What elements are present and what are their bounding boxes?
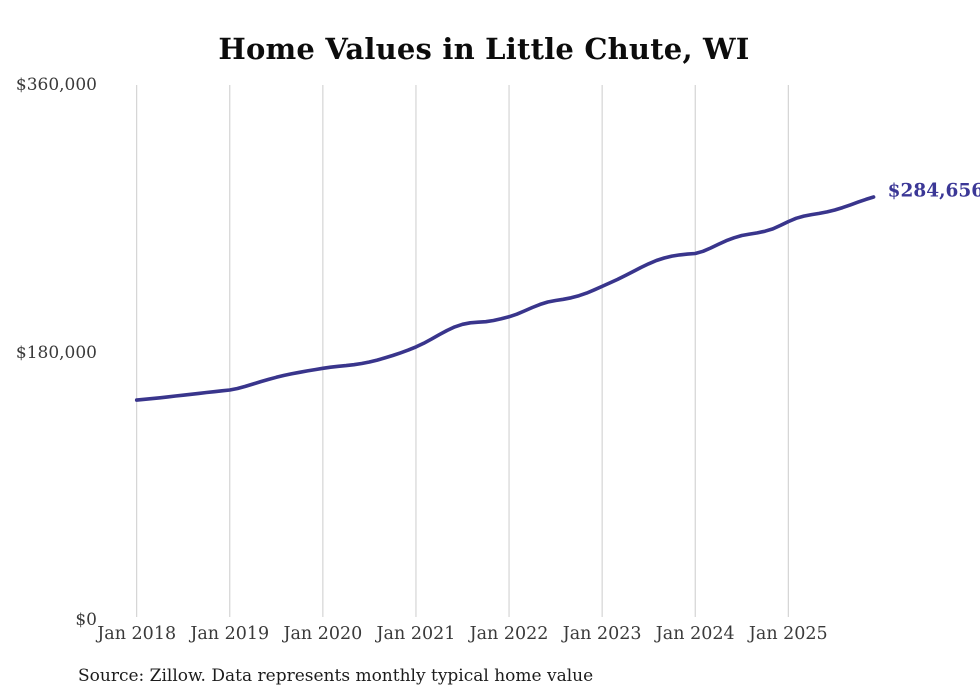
y-axis-tick-label: $360,000 xyxy=(15,75,97,95)
x-axis-tick-label: Jan 2022 xyxy=(469,624,549,644)
x-axis-tick-label: Jan 2021 xyxy=(376,624,456,644)
x-axis-tick-label: Jan 2023 xyxy=(562,624,642,644)
y-axis-tick-label: $180,000 xyxy=(15,342,97,363)
x-axis-tick-label: Jan 2024 xyxy=(655,624,735,644)
source-note: Source: Zillow. Data represents monthly … xyxy=(78,666,594,686)
x-axis-tick-label: Jan 2018 xyxy=(97,624,177,644)
home-values-line-series xyxy=(134,195,876,402)
x-axis-tick-label: Jan 2025 xyxy=(748,624,828,644)
series-end-value-label: $284,656 xyxy=(887,180,980,202)
y-axis-tick-label: $0 xyxy=(75,610,97,630)
chart-title: Home Values in Little Chute, WI xyxy=(218,32,750,66)
x-axis-tick-label: Jan 2020 xyxy=(283,624,363,644)
x-axis-tick-label: Jan 2019 xyxy=(190,624,270,644)
